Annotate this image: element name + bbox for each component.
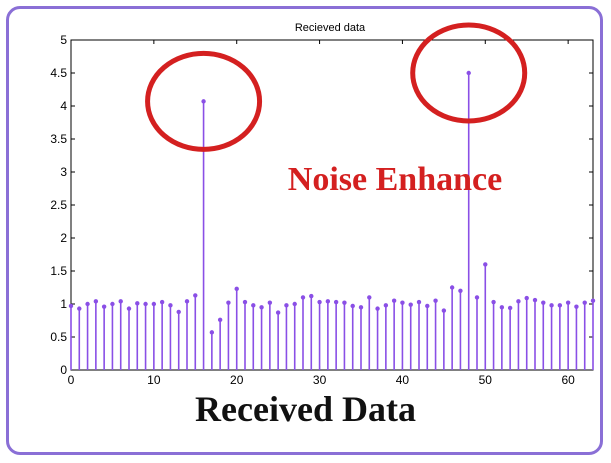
stem-point [93, 299, 99, 304]
stem-point [275, 310, 281, 315]
stem-point [400, 300, 405, 305]
stem-point [226, 300, 231, 305]
stem-point [159, 299, 165, 305]
x-tick-label: 10 [147, 373, 161, 387]
stem-point [135, 301, 140, 306]
highlight-circle [145, 50, 263, 152]
y-tick-label: 0 [60, 363, 67, 377]
stem-point [458, 288, 463, 293]
y-tick-label: 2.5 [50, 198, 67, 212]
stem-point [483, 262, 488, 267]
stem-point [350, 303, 355, 309]
stem-point [151, 301, 157, 307]
stem-point [358, 305, 364, 310]
stem-point [574, 304, 579, 309]
stem-point [259, 305, 264, 310]
stem-point [582, 300, 587, 305]
stem-point [193, 293, 198, 298]
stem-point [565, 300, 571, 305]
stem-point [516, 299, 521, 304]
stem-series [68, 70, 596, 370]
stem-point [557, 303, 563, 308]
stem-point [342, 300, 347, 305]
stem-point [126, 306, 132, 311]
stem-point [201, 99, 206, 104]
stem-point [267, 300, 273, 305]
stem-point [101, 304, 107, 309]
stem-point [242, 299, 248, 305]
stem-point [499, 305, 505, 310]
x-tick-label: 40 [396, 373, 410, 387]
stem-point [408, 302, 413, 307]
y-tick-label: 0.5 [50, 330, 67, 344]
stem-point [118, 299, 123, 304]
stem-point [325, 299, 331, 304]
y-tick-label: 2 [60, 231, 67, 245]
stem-point [507, 305, 513, 311]
chart-title: Recieved data [295, 22, 366, 34]
stem-point [433, 298, 438, 303]
received-data-caption: Received Data [195, 389, 416, 429]
stem-point [541, 300, 546, 305]
stem-point [449, 285, 455, 290]
noise-enhance-annotation: Noise Enhance [288, 161, 502, 198]
stem-point [300, 295, 306, 300]
stem-point [110, 301, 115, 307]
x-tick-label: 20 [230, 373, 244, 387]
highlight-circles [145, 22, 528, 152]
stem-point [176, 309, 181, 315]
stem-point [251, 303, 256, 308]
y-tick-label: 3 [60, 165, 67, 179]
stem-point [77, 306, 82, 311]
y-tick-label: 1.5 [50, 264, 67, 278]
y-tick-label: 4 [60, 99, 67, 113]
stem-point [292, 301, 297, 307]
stem-point [184, 299, 190, 304]
axis-ticks: 00.511.522.533.544.550 10 20 30 40 50 60 [50, 33, 593, 387]
stem-point [85, 301, 90, 307]
stem-point [284, 303, 289, 308]
stem-point [532, 297, 538, 303]
stem-point [425, 303, 430, 309]
stem-point [317, 299, 322, 305]
y-tick-label: 3.5 [50, 132, 67, 146]
stem-point [474, 295, 480, 300]
x-tick-label: 50 [479, 373, 493, 387]
stem-point [491, 299, 496, 305]
stem-point [524, 295, 529, 301]
stem-point [590, 298, 596, 303]
stem-point [168, 303, 173, 308]
stem-point [333, 299, 339, 305]
stem-point [217, 317, 223, 323]
y-tick-label: 4.5 [50, 66, 67, 80]
stem-point [391, 298, 397, 303]
stem-point [375, 306, 380, 311]
y-tick-label: 5 [60, 33, 67, 47]
stem-point [416, 299, 422, 305]
x-tick-label: 30 [313, 373, 327, 387]
stem-point [367, 295, 372, 300]
stem-point [309, 293, 314, 299]
stem-point [466, 70, 471, 76]
y-tick-label: 1 [60, 297, 67, 311]
stem-point [209, 330, 215, 335]
stem-point [143, 301, 148, 307]
x-tick-label: 0 [68, 373, 75, 387]
stem-point [383, 303, 389, 308]
stem-point [549, 303, 554, 308]
highlight-circle [410, 22, 528, 124]
stem-point [234, 286, 239, 292]
stem-point [68, 303, 74, 309]
chart-frame [6, 6, 603, 455]
x-tick-label: 60 [561, 373, 575, 387]
stem-point [441, 308, 447, 313]
